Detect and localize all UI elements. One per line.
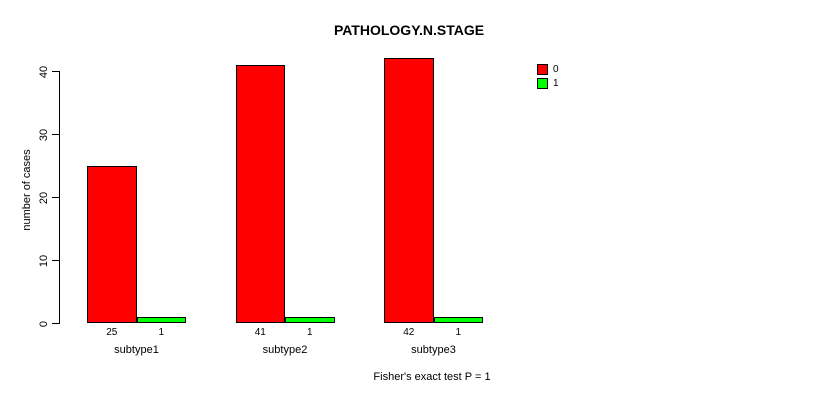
legend-row: 1 bbox=[537, 77, 559, 90]
y-axis-tick-label: 20 bbox=[38, 191, 50, 204]
bar-value-label: 1 bbox=[455, 327, 462, 338]
bar-series0-subtype2 bbox=[235, 64, 285, 323]
legend-label: 1 bbox=[553, 78, 559, 89]
bar-series1-subtype1 bbox=[136, 316, 186, 323]
y-axis-tick bbox=[52, 260, 59, 261]
bar-series1-subtype3 bbox=[433, 316, 483, 323]
y-axis-line bbox=[59, 71, 60, 324]
y-axis-tick-label: 40 bbox=[38, 65, 50, 78]
legend-swatch-icon bbox=[537, 64, 548, 75]
bar-value-label: 1 bbox=[306, 327, 313, 338]
bar-value-label: 41 bbox=[254, 327, 266, 338]
y-axis-tick bbox=[52, 134, 59, 135]
bar-series1-subtype2 bbox=[285, 316, 335, 323]
bar-value-label: 1 bbox=[158, 327, 165, 338]
category-label-subtype2: subtype2 bbox=[262, 344, 308, 356]
bar-series0-subtype1 bbox=[87, 165, 137, 323]
category-label-subtype1: subtype1 bbox=[114, 344, 159, 356]
y-axis-tick bbox=[52, 323, 59, 324]
legend-row: 0 bbox=[537, 63, 559, 76]
category-label-subtype3: subtype3 bbox=[411, 344, 456, 356]
y-axis-tick-label: 30 bbox=[38, 128, 50, 141]
chart-title: PATHOLOGY.N.STAGE bbox=[333, 22, 485, 38]
y-axis-label: number of cases bbox=[21, 149, 33, 231]
bar-series0-subtype3 bbox=[384, 58, 434, 323]
y-axis-tick-label: 0 bbox=[38, 320, 50, 327]
y-axis-tick-label: 10 bbox=[38, 254, 50, 267]
footnote: Fisher's exact test P = 1 bbox=[373, 371, 491, 383]
y-axis-tick bbox=[52, 197, 59, 198]
bar-value-label: 42 bbox=[403, 327, 415, 338]
y-axis-tick bbox=[52, 71, 59, 72]
bar-value-label: 25 bbox=[106, 327, 118, 338]
legend-swatch-icon bbox=[537, 78, 548, 89]
legend-label: 0 bbox=[553, 64, 559, 75]
